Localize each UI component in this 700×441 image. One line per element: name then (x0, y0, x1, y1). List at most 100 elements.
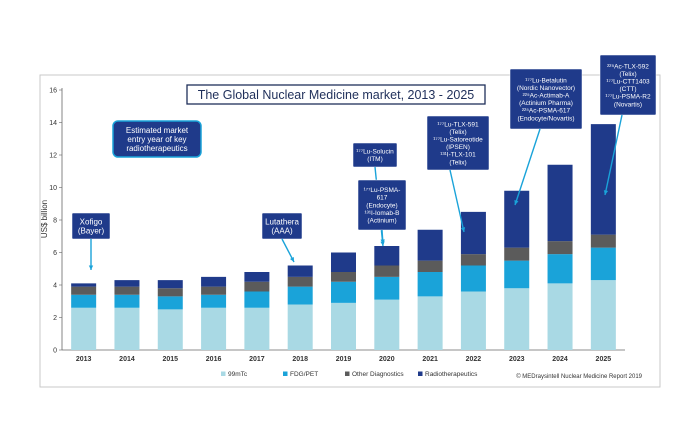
annotation-box-lu-tlx-591 (426, 115, 490, 171)
annotation-text: 617 (377, 195, 388, 202)
legend-swatch (345, 371, 350, 376)
annotation-text: ¹⁷⁷Lu-Solucin (356, 149, 394, 156)
annotation-arrowhead (460, 227, 466, 232)
annotation-text: (Endocyte/Novartis) (517, 115, 574, 122)
x-tick-label: 2024 (552, 356, 568, 363)
bar-segment-radiotherapeutics (244, 272, 270, 282)
x-tick-label: 2020 (379, 356, 395, 363)
bar-segment-other-diagnostics (244, 281, 270, 292)
annotation-text: entry year of key (127, 135, 186, 144)
annotation-arrow-line (449, 169, 465, 233)
annotation-text: (Actinium Pharma) (519, 100, 573, 107)
annotation-arrowhead (380, 239, 385, 244)
x-tick-label: 2018 (292, 356, 308, 363)
annotation-text: ¹⁷⁷Lu-PSMA-R2 (605, 94, 651, 101)
bar-segment-radiotherapeutics (157, 280, 183, 289)
bar-segment-fdg-pet (331, 281, 356, 303)
y-tick-label: 4 (53, 283, 57, 290)
bar-segment-radiotherapeutics (287, 265, 313, 277)
annotation-arrowhead (289, 257, 294, 262)
y-tick-label: 0 (53, 348, 57, 355)
bar-segment-99mtc (590, 280, 616, 350)
annotation-text: radiotherapeutics (126, 144, 187, 153)
legend-swatch (221, 371, 226, 376)
annotation-text: ²²⁵Ac-PSMA-617 (522, 108, 571, 115)
bar-segment-fdg-pet (547, 254, 573, 284)
annotation-arrow-line (514, 128, 541, 206)
bar-segment-other-diagnostics (114, 286, 140, 295)
y-tick-label: 6 (53, 250, 57, 257)
bar-segment-99mtc (331, 302, 356, 350)
legend-label: Other Diagnostics (352, 371, 404, 378)
chart-frame (39, 74, 661, 388)
bar-segment-99mtc (287, 304, 313, 350)
legend-label: 99mTc (228, 371, 248, 378)
annotation-arrow-line (604, 114, 623, 196)
annotation-box-legend-box (112, 120, 202, 158)
annotation-text: (Nordic Nanovector) (517, 85, 575, 92)
annotation-text: ¹⁷⁷Lu-Betalutin (525, 77, 567, 84)
annotation-box-ac-tlx-592 (599, 54, 657, 116)
bar-segment-other-diagnostics (590, 234, 616, 248)
annotation-text: ²²⁵Ac-Actimab-A (523, 93, 570, 100)
bar-segment-fdg-pet (244, 291, 270, 308)
bar-segment-radiotherapeutics (590, 124, 616, 235)
x-tick-label: 2025 (596, 356, 612, 363)
legend-label: Radiotherapeutics (425, 371, 478, 378)
annotation-text: (Endocyte) (366, 202, 397, 209)
bar-segment-other-diagnostics (374, 265, 400, 277)
y-tick-label: 8 (53, 218, 57, 225)
x-tick-label: 2013 (76, 356, 92, 363)
bar-segment-other-diagnostics (157, 288, 183, 297)
bar-segment-fdg-pet (71, 294, 97, 308)
bar-segment-radiotherapeutics (374, 246, 400, 266)
annotation-text: (Actinium) (367, 218, 396, 225)
annotation-arrowhead (603, 190, 609, 195)
bar-segment-fdg-pet (287, 286, 313, 305)
bar-segment-other-diagnostics (331, 272, 356, 282)
annotation-text: Estimated market (126, 126, 189, 135)
annotation-text: (AAA) (271, 227, 293, 236)
bar-segment-fdg-pet (460, 265, 486, 292)
source-note: © MEDraysintell Nuclear Medicine Report … (516, 373, 642, 380)
bar-segment-other-diagnostics (460, 254, 486, 266)
y-axis-label: US$ billion (40, 200, 49, 238)
y-tick-label: 10 (49, 185, 57, 192)
bar-segment-other-diagnostics (287, 276, 313, 287)
bar-segment-fdg-pet (504, 260, 530, 289)
annotation-arrowhead (88, 265, 94, 270)
bar-segment-99mtc (374, 299, 400, 350)
bar-segment-fdg-pet (417, 272, 443, 297)
bar-segment-fdg-pet (374, 276, 400, 300)
annotation-text: ¹⁷⁷Lu-Satoreotide (433, 137, 483, 144)
chart-title-box (186, 84, 486, 105)
annotation-text: ¹⁷⁷Lu-PSMA- (364, 187, 401, 194)
x-tick-label: 2016 (206, 356, 222, 363)
bar-segment-other-diagnostics (504, 247, 530, 261)
annotation-text: (ITM) (367, 156, 383, 163)
y-tick-label: 16 (49, 88, 57, 95)
annotation-text: (Novartis) (614, 101, 642, 108)
bar-segment-radiotherapeutics (114, 280, 140, 287)
bar-segment-fdg-pet (157, 296, 183, 310)
annotation-text: ¹⁷⁷Lu-TLX-591 (437, 121, 479, 128)
bar-segment-99mtc (71, 307, 97, 350)
bar-segment-other-diagnostics (417, 260, 443, 272)
x-tick-label: 2022 (466, 356, 482, 363)
bar-segment-radiotherapeutics (460, 211, 486, 255)
bar-segment-other-diagnostics (201, 286, 227, 295)
bar-segment-fdg-pet (114, 294, 140, 308)
x-tick-label: 2014 (119, 356, 135, 363)
x-tick-label: 2017 (249, 356, 265, 363)
annotation-text: (CTT) (620, 86, 637, 93)
y-tick-label: 12 (49, 153, 57, 160)
x-tick-label: 2021 (422, 356, 438, 363)
chart-title: The Global Nuclear Medicine market, 2013… (198, 88, 475, 102)
annotation-text: Lutathera (265, 218, 299, 227)
bar-segment-radiotherapeutics (547, 164, 573, 242)
annotation-text: ²²⁵Ac-TLX-592 (607, 63, 649, 70)
annotation-text: ¹³¹I-Iomab-B (364, 210, 399, 217)
annotation-text: (Telix) (449, 159, 466, 166)
legend-swatch (283, 371, 288, 376)
